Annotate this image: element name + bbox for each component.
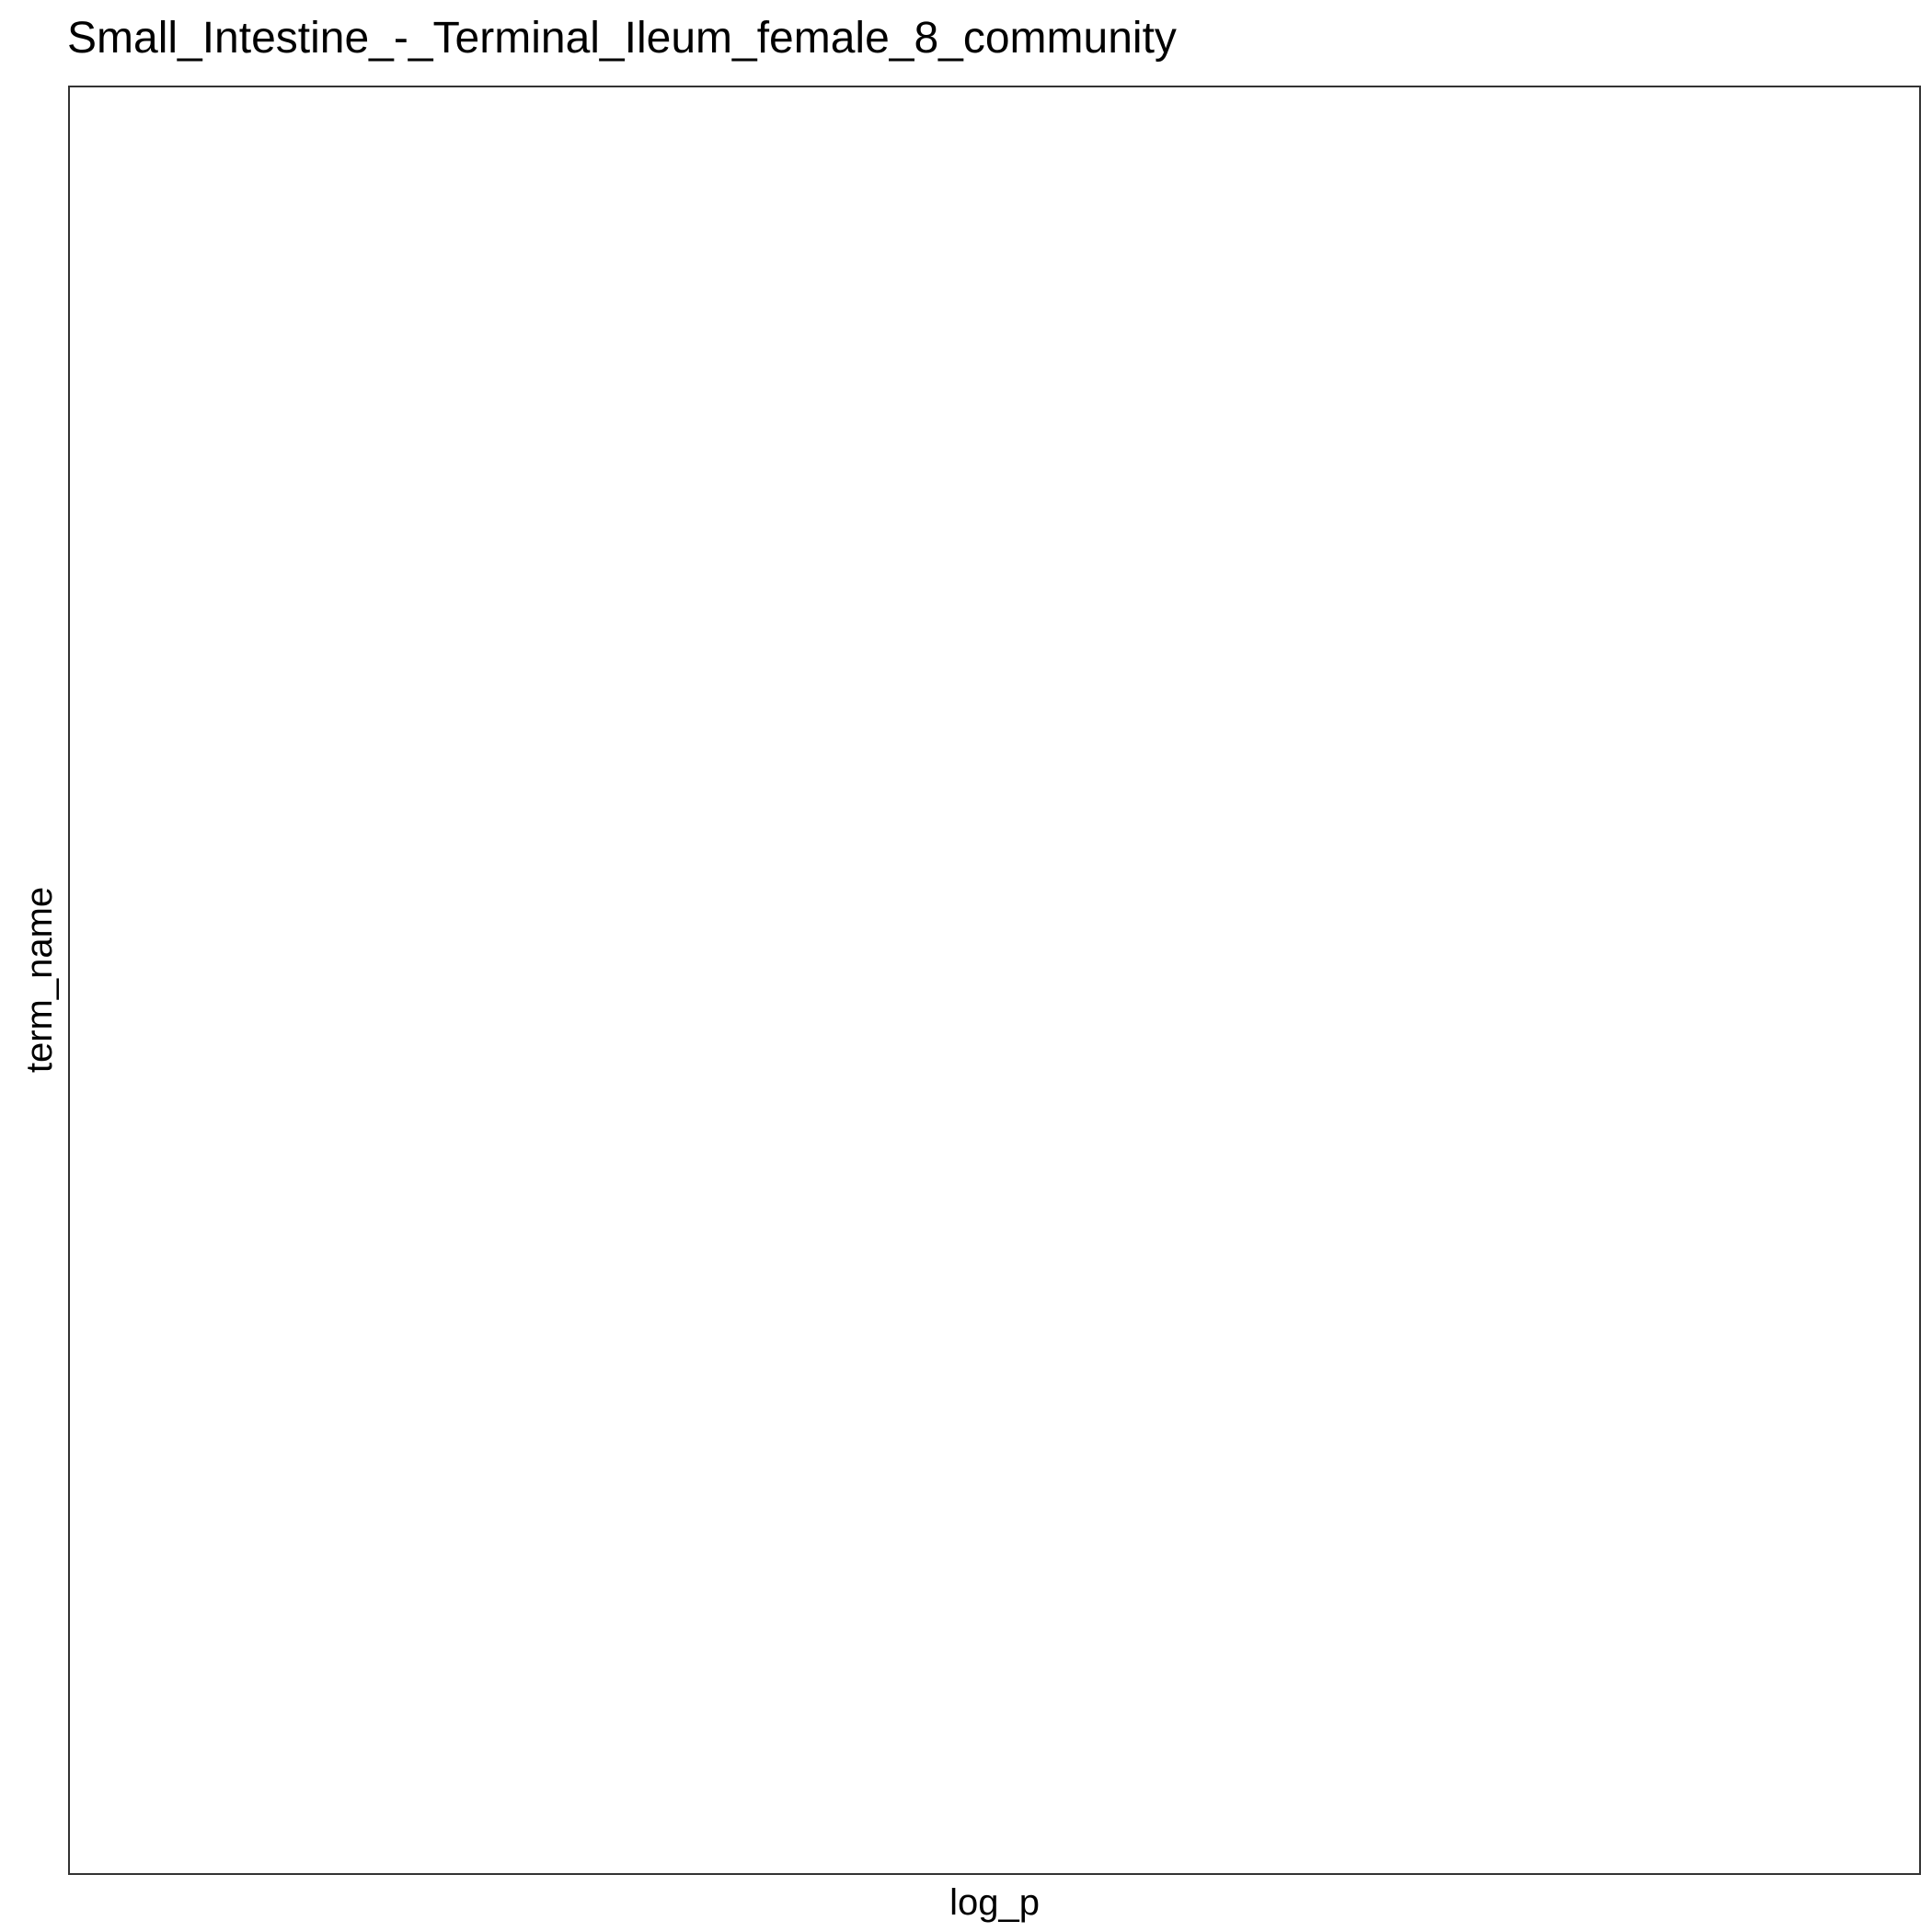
- plot-panel: [68, 86, 1921, 1875]
- y-axis-label: term_name: [19, 887, 60, 1073]
- x-axis-label: log_p: [949, 1882, 1040, 1923]
- chart-title: Small_Intestine_-_Terminal_Ileum_female_…: [67, 14, 1177, 63]
